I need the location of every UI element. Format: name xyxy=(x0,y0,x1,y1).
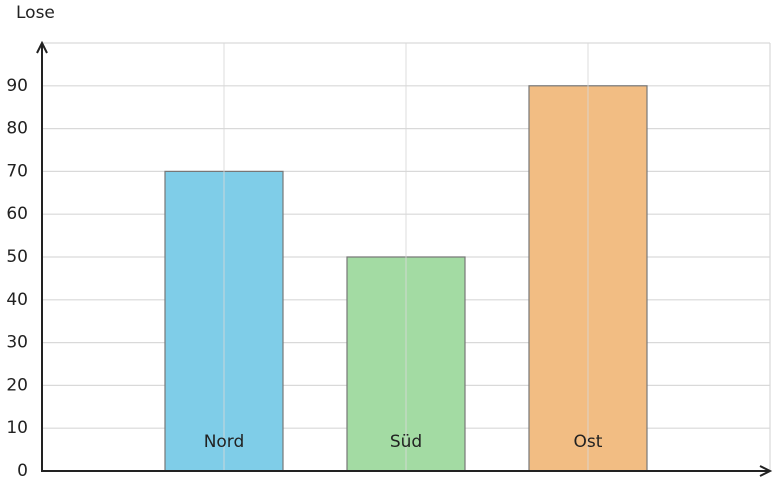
y-axis-label: Lose xyxy=(16,3,55,23)
y-tick-label: 20 xyxy=(6,375,28,395)
x-tick-label: Ost xyxy=(574,432,603,452)
y-tick-label: 60 xyxy=(6,204,28,224)
y-tick-label: 90 xyxy=(6,76,28,96)
y-tick-label: 80 xyxy=(6,119,28,139)
y-tick-label: 40 xyxy=(6,290,28,310)
y-tick-label: 50 xyxy=(6,247,28,267)
x-tick-label: Süd xyxy=(390,432,422,452)
y-tick-label: 10 xyxy=(6,418,28,438)
x-tick-label: Nord xyxy=(204,432,245,452)
y-tick-label: 70 xyxy=(6,161,28,181)
x-axis-arrow xyxy=(759,465,773,477)
y-tick-label: 0 xyxy=(17,461,28,481)
y-tick-label: 30 xyxy=(6,333,28,353)
y-axis-arrow xyxy=(36,40,48,54)
